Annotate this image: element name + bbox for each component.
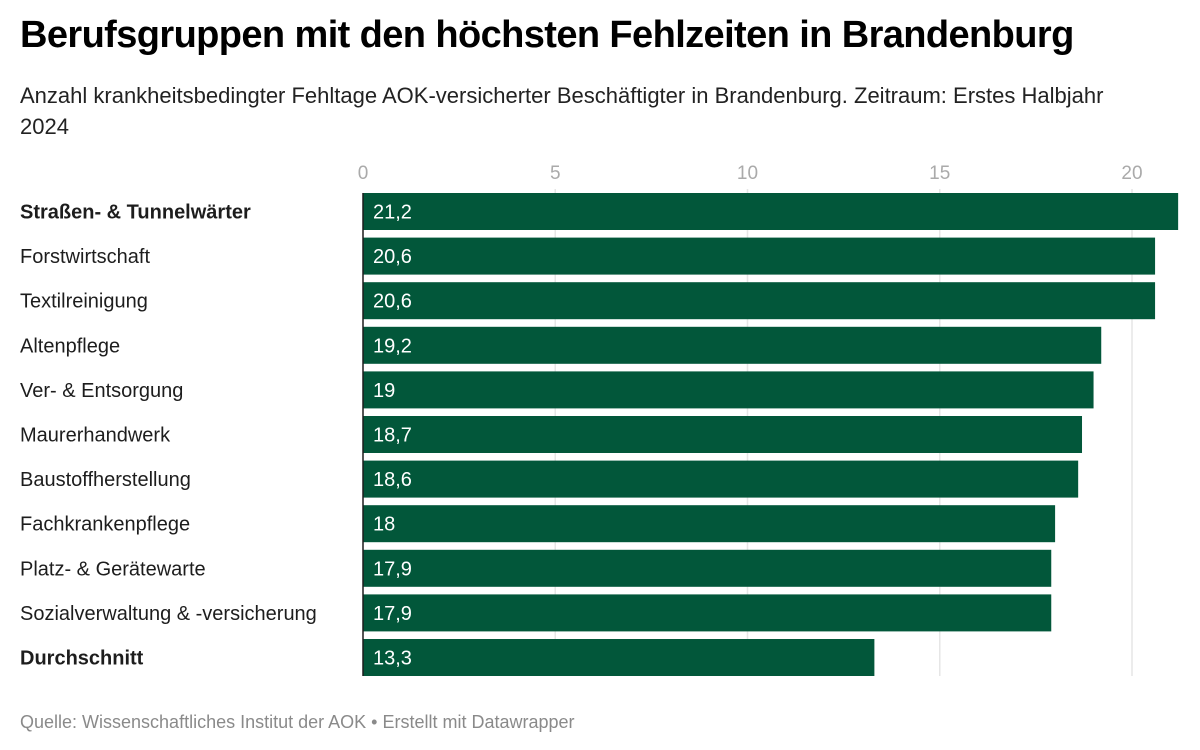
category-label: Platz- & Gerätewarte <box>20 558 206 580</box>
x-tick-label: 20 <box>1121 163 1142 184</box>
x-tick-label: 10 <box>737 163 758 184</box>
bar-value-label: 17,9 <box>373 558 412 580</box>
category-label: Sozialverwaltung & -versicherung <box>20 603 317 625</box>
category-labels: Straßen- & Tunnelwärter Forstwirtschaft Te… <box>20 202 317 670</box>
chart-subtitle: Anzahl krankheitsbedingter Fehltage AOK-… <box>20 83 1104 139</box>
bar-value-label: 18,6 <box>373 469 412 491</box>
bar <box>363 326 1102 364</box>
bar <box>363 505 1056 543</box>
x-tick-label: 0 <box>358 163 369 184</box>
category-label: Ver- & Entsorgung <box>20 380 183 402</box>
bar <box>363 549 1052 587</box>
bar-value-label: 13,3 <box>373 648 412 670</box>
category-label: Baustoffherstellung <box>20 469 191 491</box>
bar-value-label: 21,2 <box>373 202 412 224</box>
chart-title: Berufsgruppen mit den höchsten Fehlzeite… <box>20 14 1074 56</box>
category-label: Textilreinigung <box>20 291 148 313</box>
bar-value-label: 18,7 <box>373 425 412 447</box>
bar <box>363 282 1156 320</box>
x-tick-label: 15 <box>929 163 950 184</box>
bar <box>363 237 1156 275</box>
x-tick-label: 5 <box>550 163 561 184</box>
bar-value-label: 19 <box>373 380 395 402</box>
bar-value-label: 18 <box>373 514 395 536</box>
bar-value-label: 20,6 <box>373 246 412 268</box>
category-label: Forstwirtschaft <box>20 246 150 268</box>
bars: 21,2 20,6 20,6 19,2 19 18,7 18,6 18 17,9 17,9 13,3 <box>363 193 1179 676</box>
bar-value-label: 19,2 <box>373 335 412 357</box>
bar <box>363 193 1179 230</box>
category-label: Fachkrankenpflege <box>20 514 190 536</box>
bar <box>363 594 1052 632</box>
bar <box>363 416 1083 453</box>
bar-value-label: 17,9 <box>373 603 412 625</box>
bar <box>363 460 1079 498</box>
category-label: Straßen- & Tunnelwärter <box>20 202 251 224</box>
source-note: Quelle: Wissenschaftliches Institut der … <box>20 712 575 732</box>
bar <box>363 371 1094 409</box>
category-label: Maurerhandwerk <box>20 425 171 447</box>
bar-chart: 0 5 10 15 20 21,2 20,6 20,6 19,2 19 18,7 18,6 18 17,… <box>20 163 1179 676</box>
bar-value-label: 20,6 <box>373 291 412 313</box>
x-axis-ticks: 0 5 10 15 20 <box>358 163 1143 184</box>
category-label: Altenpflege <box>20 335 120 357</box>
bar <box>363 639 875 676</box>
category-label: Durchschnitt <box>20 648 144 670</box>
